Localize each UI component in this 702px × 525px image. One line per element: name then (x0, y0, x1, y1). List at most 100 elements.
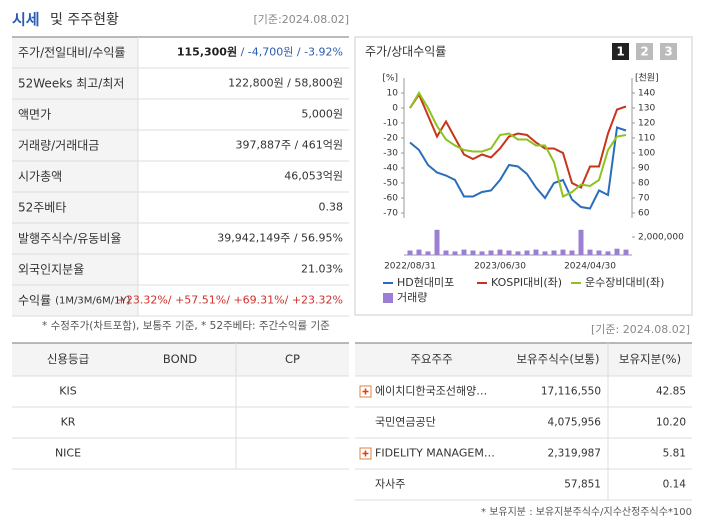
credit-agency: KR (61, 416, 76, 429)
holder-name[interactable]: 에이치디한국조선해양… (375, 384, 487, 398)
volume-bar (407, 250, 413, 255)
row-value: 21.03% (301, 263, 343, 276)
value-part: +69.31%/ (233, 294, 291, 307)
y2-tick-label: 130 (638, 104, 655, 114)
date2: [기준: 2024.08.02] (591, 323, 690, 336)
holder-pct: 5.81 (663, 448, 686, 460)
value-part: 0.38 (319, 201, 344, 214)
volume-bar (461, 249, 467, 255)
header-bg (12, 343, 349, 376)
volume-bar (533, 249, 539, 255)
value-part: 39,942,149주 / 56.95% (217, 232, 343, 245)
y2-axis-label: [천원] (635, 73, 659, 84)
y-tick-label: -40 (383, 164, 398, 174)
row-value: 5,000원 (301, 108, 343, 121)
y-tick-label: -20 (383, 134, 398, 144)
row-label-text: 52주베타 (18, 200, 66, 214)
value-part: +23.32% (292, 294, 343, 307)
row-label-text: 주가/전일대비/수익률 (18, 45, 125, 59)
value-part: 397,887주 / 461억원 (235, 139, 343, 152)
row-label: 52주베타 (18, 200, 66, 214)
volume-bar (578, 229, 584, 255)
volume-bar (605, 251, 611, 255)
chart-panel (354, 36, 693, 316)
legend-swatch (383, 293, 393, 303)
value-part: +23.32%/ (117, 294, 175, 307)
holder-name[interactable]: FIDELITY MANAGEM… (375, 447, 495, 460)
volume-bar (569, 250, 575, 255)
label-bg (12, 37, 138, 316)
volume-bar (416, 249, 422, 255)
title-main: 시세 (12, 11, 40, 29)
volume-bar (551, 250, 557, 255)
volume-bar (560, 249, 566, 255)
y-tick-label: 10 (387, 89, 399, 99)
y2-tick-label: 110 (638, 134, 655, 144)
holder-name: 국민연금공단 (375, 416, 436, 429)
y2-tick-label: 80 (638, 179, 650, 189)
chart-button-label[interactable]: 3 (664, 45, 672, 59)
volume-bar (479, 251, 485, 255)
chart-button[interactable] (636, 43, 653, 60)
value-part: 46,053억원 (284, 170, 343, 183)
table-header: CP (285, 352, 300, 366)
holder-pct: 0.14 (663, 479, 687, 491)
chart-title: 주가/상대수익률 (365, 45, 446, 59)
expand-icon[interactable] (359, 385, 372, 398)
x-tick-label: 2024/04/30 (564, 262, 616, 272)
chart-button[interactable] (660, 43, 677, 60)
table-header: BOND (163, 352, 197, 366)
x-tick-label: 2022/08/31 (384, 262, 436, 272)
expand-icon[interactable] (359, 447, 372, 460)
holder-shares: 57,851 (564, 479, 601, 491)
footnote: * 보유지분 : 보유지분주식수/지수산정주식수*100 (481, 506, 692, 518)
y-tick-label: -60 (383, 194, 398, 204)
credit-agency: KIS (59, 385, 76, 398)
value-part: 21.03% (301, 263, 343, 276)
credit-agency: NICE (55, 447, 81, 460)
row-value: 397,887주 / 461억원 (235, 139, 343, 152)
legend-label: KOSPI대비(좌) (491, 276, 562, 289)
volume-bar (506, 250, 512, 255)
header-bg (355, 343, 692, 376)
row-value: 122,800원 / 58,800원 (228, 77, 343, 90)
chart-button-label[interactable]: 2 (640, 45, 648, 59)
volume-bar (614, 248, 620, 255)
holder-name: 자사주 (375, 478, 405, 491)
legend-label: 거래량 (397, 291, 427, 304)
footnote: * 수정주가(차트포함), 보통주 기준, * 52주베타: 주간수익률 기준 (42, 320, 330, 332)
holder-shares: 17,116,550 (541, 386, 601, 398)
row-label: 거래량/거래대금 (18, 138, 99, 152)
volume-bar (542, 251, 548, 255)
holder-shares: 2,319,987 (548, 448, 601, 460)
row-label-text: 시가총액 (18, 169, 62, 183)
table-header: 주요주주 (410, 352, 452, 366)
series-line (409, 92, 627, 189)
table-header: 보유지분(%) (619, 352, 681, 366)
row-label: 수익률 (1M/3M/6M/1Y) (18, 293, 131, 307)
value-part: / -3.92% (293, 46, 343, 59)
title-rest: 및 주주현황 (50, 12, 119, 28)
y-tick-label: -50 (383, 179, 398, 189)
x-tick-label: 2023/06/30 (474, 262, 526, 272)
value-part: / -4,700원 (237, 46, 293, 59)
table-header: 신용등급 (47, 352, 89, 366)
row-label: 주가/전일대비/수익률 (18, 45, 125, 59)
volume-bar (596, 250, 602, 255)
chart-button[interactable] (612, 43, 629, 60)
row-label: 시가총액 (18, 169, 62, 183)
row-label-text: 수익률 (18, 293, 51, 307)
legend-label: 운수장비대비(좌) (585, 276, 664, 289)
row-value: 39,942,149주 / 56.95% (217, 232, 343, 245)
chart-button-label[interactable]: 1 (616, 45, 624, 59)
legend-label: HD현대미포 (397, 276, 454, 289)
volume-bar (434, 229, 440, 255)
y2-tick-label: 140 (638, 89, 655, 99)
holder-pct: 42.85 (656, 386, 686, 398)
y-axis-label: [%] (382, 74, 398, 84)
y-tick-label: 0 (392, 104, 398, 114)
row-label-text: 거래량/거래대금 (18, 138, 99, 152)
series-line (409, 91, 627, 198)
holder-pct: 10.20 (656, 417, 686, 429)
